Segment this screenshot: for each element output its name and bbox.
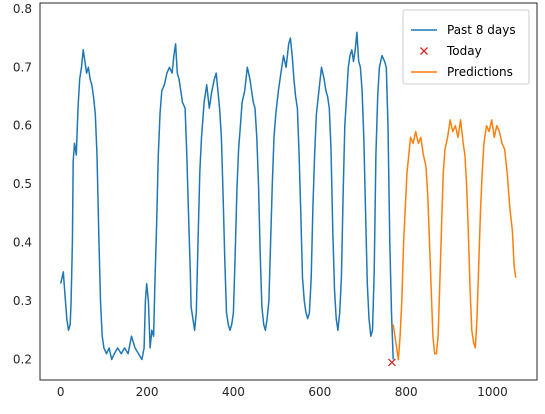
x-axis-ticks: 0 200 400 600 800 1000 (57, 385, 508, 399)
x-tick-label: 400 (222, 385, 245, 399)
y-tick-label: 0.3 (13, 294, 32, 308)
series-line-predictions (392, 119, 517, 361)
legend-label: Today (446, 44, 482, 58)
y-tick-label: 0.8 (13, 2, 32, 16)
x-tick-label: 200 (136, 385, 159, 399)
legend-box (402, 9, 530, 85)
legend-label: Predictions (447, 65, 513, 79)
x-tick-label: 800 (395, 385, 418, 399)
y-axis-ticks: 0.2 0.3 0.4 0.5 0.6 0.7 0.8 (13, 2, 32, 367)
series-layer (59, 31, 517, 367)
y-tick-label: 0.6 (13, 119, 32, 133)
plot-frame (39, 2, 538, 381)
series-line-past-8-days (59, 31, 394, 361)
y-tick-label: 0.5 (13, 177, 32, 191)
x-tick-label: 0 (57, 385, 65, 399)
marker-today (387, 358, 396, 367)
legend-label: Past 8 days (447, 23, 516, 37)
y-tick-label: 0.4 (13, 236, 32, 250)
y-tick-label: 0.2 (13, 353, 32, 367)
legend-handle-marker (420, 47, 428, 55)
x-tick-label: 1000 (477, 385, 508, 399)
legend: Past 8 days Today Predictions (402, 9, 530, 85)
y-tick-label: 0.7 (13, 60, 32, 74)
x-tick-label: 600 (308, 385, 331, 399)
